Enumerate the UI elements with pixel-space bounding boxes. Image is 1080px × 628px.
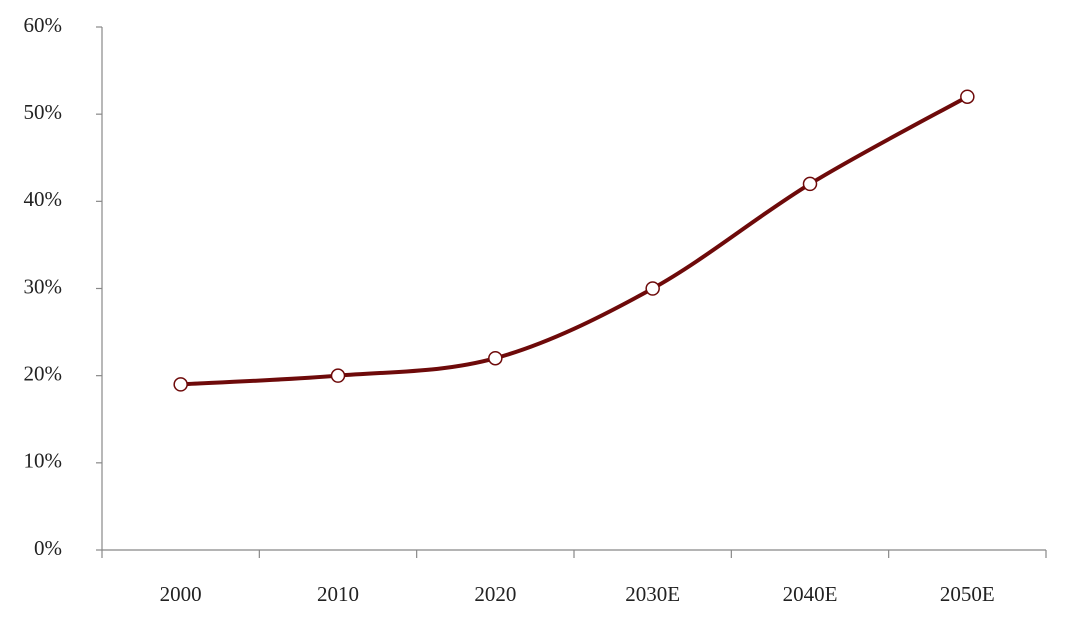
point [645,281,660,296]
point [173,377,188,392]
x-tick-label: 2050E [940,582,995,606]
y-tick-label: 40% [24,187,63,211]
y-tick-label: 20% [24,361,63,385]
point [960,89,975,104]
y-tick-label: 0% [34,536,62,560]
point [330,368,346,383]
x-tick-label: 2030E [625,582,680,606]
point [802,176,818,192]
y-tick-label: 10% [24,449,63,473]
line [178,94,970,387]
x-tick-label: 2040E [783,582,838,606]
point [488,350,503,366]
y-tick-label: 50% [24,100,63,124]
y-tick-label: 60% [24,13,63,37]
x-tick-label: 2000 [160,582,202,606]
x-tick-label: 2020 [474,582,516,606]
y-tick-label: 30% [24,274,63,298]
x-tick-label: 2010 [317,582,359,606]
